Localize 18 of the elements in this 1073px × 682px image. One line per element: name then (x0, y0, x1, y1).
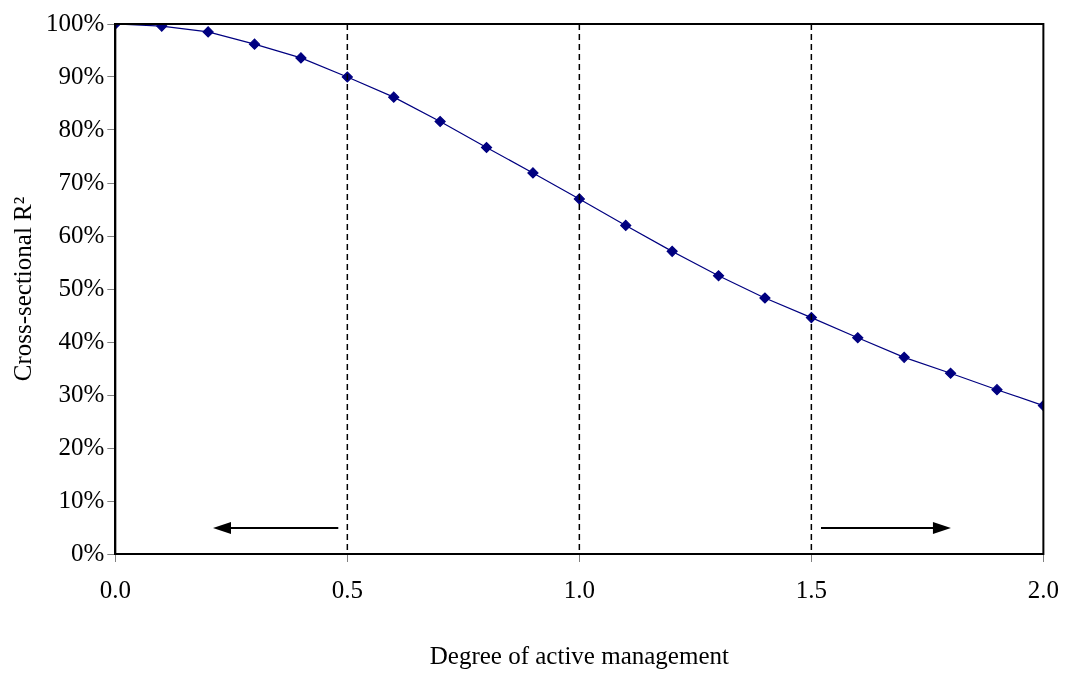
x-tick-label: 0.5 (331, 575, 363, 603)
x-axis-title: Degree of active management (429, 641, 729, 669)
x-tick-label: 0.0 (99, 575, 131, 603)
y-tick-label: 80% (58, 114, 105, 142)
y-tick-label: 100% (46, 8, 105, 36)
y-tick-label: 20% (58, 432, 105, 460)
y-tick-label: 70% (58, 167, 105, 195)
y-tick-label: 30% (58, 379, 105, 407)
y-axis-title: Cross-sectional R² (8, 196, 36, 382)
x-tick-label: 2.0 (1027, 575, 1059, 603)
y-tick-label: 10% (58, 485, 105, 513)
y-tick-label: 60% (58, 220, 105, 248)
y-tick-label: 40% (58, 326, 105, 354)
y-tick-label: 50% (58, 273, 105, 301)
y-tick-label: 90% (58, 61, 105, 89)
y-tick-label: 0% (71, 538, 105, 566)
x-tick-label: 1.0 (563, 575, 595, 603)
x-tick-label: 1.5 (795, 575, 827, 603)
